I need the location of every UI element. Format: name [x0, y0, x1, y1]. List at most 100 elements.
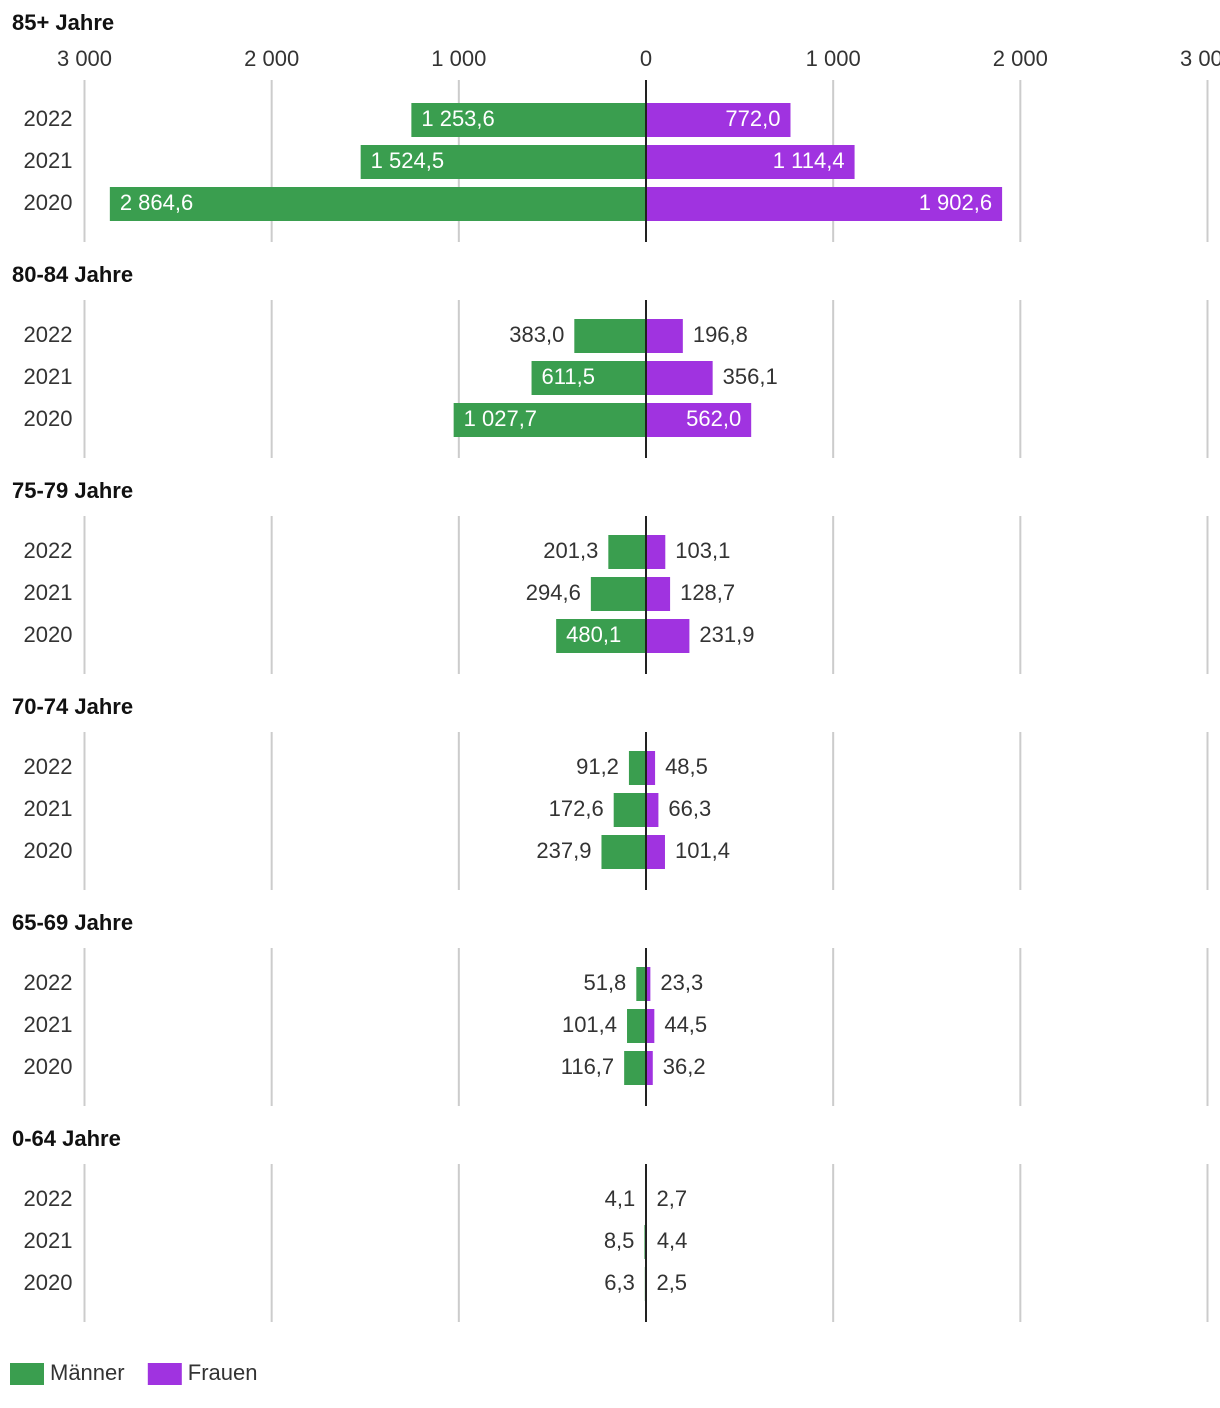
- year-label: 2022: [24, 970, 73, 995]
- year-label: 2021: [24, 580, 73, 605]
- men-value-label: 294,6: [526, 580, 581, 605]
- women-value-label: 2,5: [656, 1270, 687, 1295]
- year-label: 2022: [24, 754, 73, 779]
- men-value-label: 4,1: [605, 1186, 636, 1211]
- tick-label: 3 000: [57, 46, 112, 71]
- legend-swatch: [10, 1363, 44, 1385]
- legend-label: Männer: [50, 1360, 125, 1385]
- group-title: 80-84 Jahre: [12, 262, 133, 287]
- men-value-label: 1 253,6: [421, 106, 494, 131]
- men-bar: [109, 187, 647, 221]
- year-label: 2022: [24, 106, 73, 131]
- year-label: 2020: [24, 190, 73, 215]
- men-bar: [627, 1009, 646, 1043]
- men-bar: [613, 793, 646, 827]
- men-bar: [590, 577, 646, 611]
- women-value-label: 1 902,6: [919, 190, 992, 215]
- group-4: 65-69 Jahre 2022 51,8 23,3 2021 101,4 44,5 2020…: [12, 910, 1209, 1106]
- women-value-label: 103,1: [675, 538, 730, 563]
- group-title: 65-69 Jahre: [12, 910, 133, 935]
- women-value-label: 2,7: [657, 1186, 688, 1211]
- men-value-label: 611,5: [542, 364, 595, 389]
- men-value-label: 237,9: [536, 838, 591, 863]
- women-bar: [646, 967, 651, 1001]
- men-value-label: 383,0: [509, 322, 564, 347]
- year-label: 2022: [24, 322, 73, 347]
- women-value-label: 1 114,4: [773, 148, 845, 173]
- women-bar: [646, 187, 1003, 221]
- women-value-label: 196,8: [693, 322, 748, 347]
- women-value-label: 48,5: [665, 754, 708, 779]
- group-5: 0-64 Jahre 2022 4,1 2,7 2021 8,5 4,4 2020 6,3 2,5: [12, 1126, 1209, 1322]
- tick-label: 0: [640, 46, 652, 71]
- men-value-label: 172,6: [549, 796, 604, 821]
- women-bar: [646, 1051, 653, 1085]
- men-value-label: 480,1: [566, 622, 621, 647]
- group-2: 75-79 Jahre 2022 201,3 103,1 2021 294,6 128,7 2…: [12, 478, 1209, 674]
- group-title: 75-79 Jahre: [12, 478, 133, 503]
- women-bar: [646, 577, 671, 611]
- women-value-label: 231,9: [699, 622, 754, 647]
- tick-label: 2 000: [244, 46, 299, 71]
- year-label: 2022: [24, 538, 73, 563]
- year-label: 2020: [24, 406, 73, 431]
- men-value-label: 51,8: [583, 970, 626, 995]
- women-bar: [646, 619, 690, 653]
- men-bar: [453, 403, 646, 437]
- women-bar: [646, 403, 752, 437]
- year-label: 2021: [24, 364, 73, 389]
- men-value-label: 6,3: [604, 1270, 635, 1295]
- year-label: 2021: [24, 796, 73, 821]
- men-value-label: 1 524,5: [371, 148, 444, 173]
- women-value-label: 66,3: [668, 796, 711, 821]
- women-value-label: 23,3: [660, 970, 703, 995]
- women-value-label: 772,0: [725, 106, 780, 131]
- women-value-label: 101,4: [675, 838, 730, 863]
- year-label: 2021: [24, 1228, 73, 1253]
- legend-item: Männer: [10, 1360, 125, 1385]
- women-bar: [646, 361, 713, 395]
- women-value-label: 44,5: [664, 1012, 707, 1037]
- group-title: 0-64 Jahre: [12, 1126, 121, 1151]
- men-value-label: 8,5: [604, 1228, 635, 1253]
- year-label: 2020: [24, 1270, 73, 1295]
- year-label: 2022: [24, 1186, 73, 1211]
- men-value-label: 201,3: [543, 538, 598, 563]
- year-label: 2020: [24, 622, 73, 647]
- men-bar: [608, 535, 646, 569]
- women-value-label: 562,0: [686, 406, 741, 431]
- men-bar: [556, 619, 646, 653]
- women-bar: [646, 103, 791, 137]
- men-bar: [601, 835, 646, 869]
- group-title: 70-74 Jahre: [12, 694, 133, 719]
- group-1: 80-84 Jahre 2022 383,0 196,8 2021 611,5 356,1 2…: [12, 262, 1209, 458]
- men-value-label: 1 027,7: [464, 406, 537, 431]
- year-label: 2020: [24, 1054, 73, 1079]
- group-0: 85+ Jahre 2022 1 253,6 772,0 2021 1 524,5 1 11…: [12, 10, 1209, 242]
- men-bar: [624, 1051, 646, 1085]
- legend-item: Frauen: [147, 1360, 258, 1385]
- men-bar: [628, 751, 646, 785]
- tick-label: 1 000: [431, 46, 486, 71]
- men-bar: [531, 361, 646, 395]
- women-bar: [646, 535, 666, 569]
- men-value-label: 116,7: [561, 1054, 614, 1079]
- women-value-label: 128,7: [680, 580, 735, 605]
- men-bar: [574, 319, 646, 353]
- tick-label: 3 000: [1180, 46, 1220, 71]
- women-bar: [646, 793, 659, 827]
- women-bar: [646, 145, 855, 179]
- women-value-label: 356,1: [723, 364, 778, 389]
- group-title: 85+ Jahre: [12, 10, 114, 35]
- year-label: 2021: [24, 148, 73, 173]
- group-3: 70-74 Jahre 2022 91,2 48,5 2021 172,6 66,3 2020…: [12, 694, 1209, 890]
- men-value-label: 2 864,6: [120, 190, 193, 215]
- year-label: 2021: [24, 1012, 73, 1037]
- men-bar: [411, 103, 646, 137]
- women-value-label: 4,4: [657, 1228, 688, 1253]
- tick-label: 1 000: [806, 46, 861, 71]
- men-bar: [636, 967, 646, 1001]
- men-value-label: 91,2: [576, 754, 619, 779]
- year-label: 2020: [24, 838, 73, 863]
